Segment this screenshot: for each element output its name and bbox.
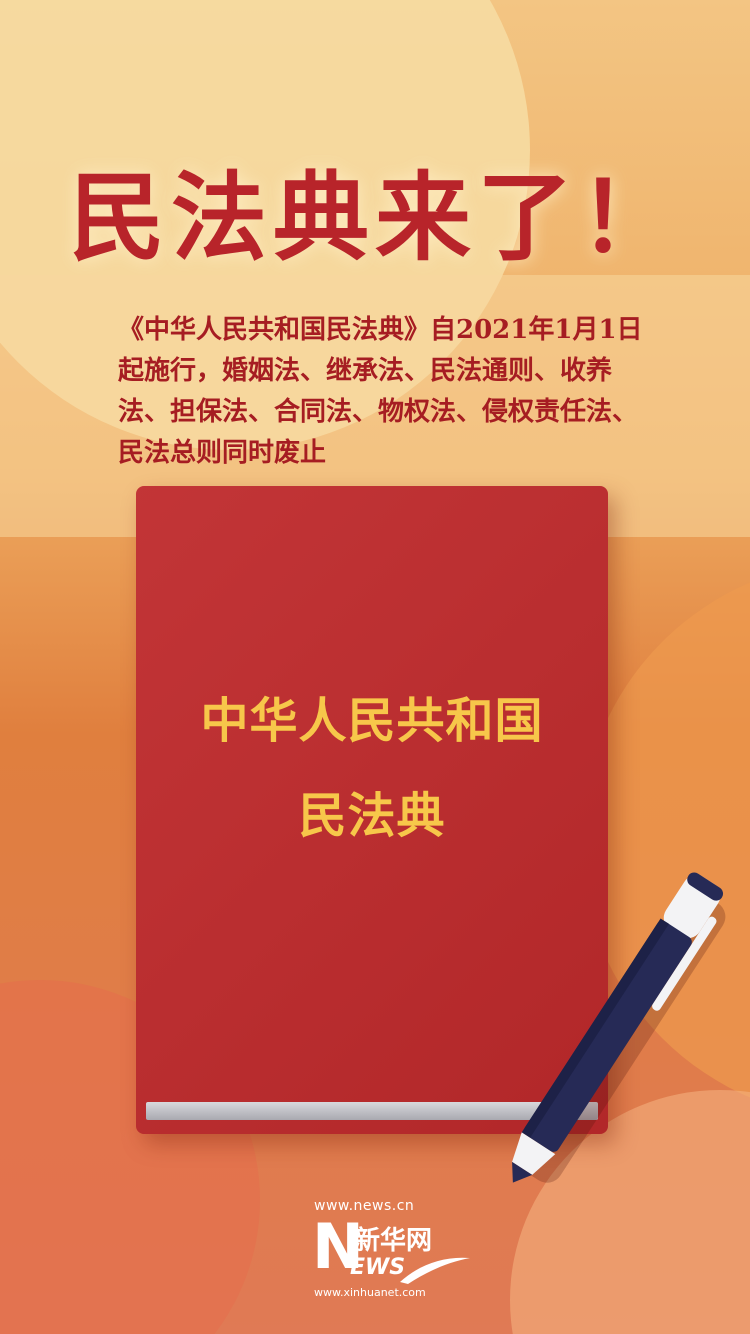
civil-code-book: 中华人民共和国 民法典 — [136, 486, 608, 1134]
headline: 民法典来了！ — [69, 161, 681, 274]
xinhuanet-logo: www.news.cn N 新华网 EWS www.xinhuanet.com — [312, 1198, 472, 1308]
logo-swoosh-icon — [400, 1257, 470, 1284]
intro-paragraph: 《中华人民共和国民法典》自2021年1月1日起施行，婚姻法、继承法、民法通则、收… — [118, 315, 643, 468]
logo-letters-ews: EWS — [350, 1255, 406, 1280]
book-subtitle: 民法典 — [298, 788, 446, 844]
logo-brand-cn: 新华网 — [354, 1226, 433, 1256]
logo-url-bottom: www.xinhuanet.com — [314, 1286, 426, 1299]
logo-url-top: www.news.cn — [314, 1198, 415, 1214]
logo-letter-n: N — [312, 1210, 364, 1283]
book-title: 中华人民共和国 — [200, 693, 544, 749]
book-page-edge — [146, 1102, 598, 1120]
